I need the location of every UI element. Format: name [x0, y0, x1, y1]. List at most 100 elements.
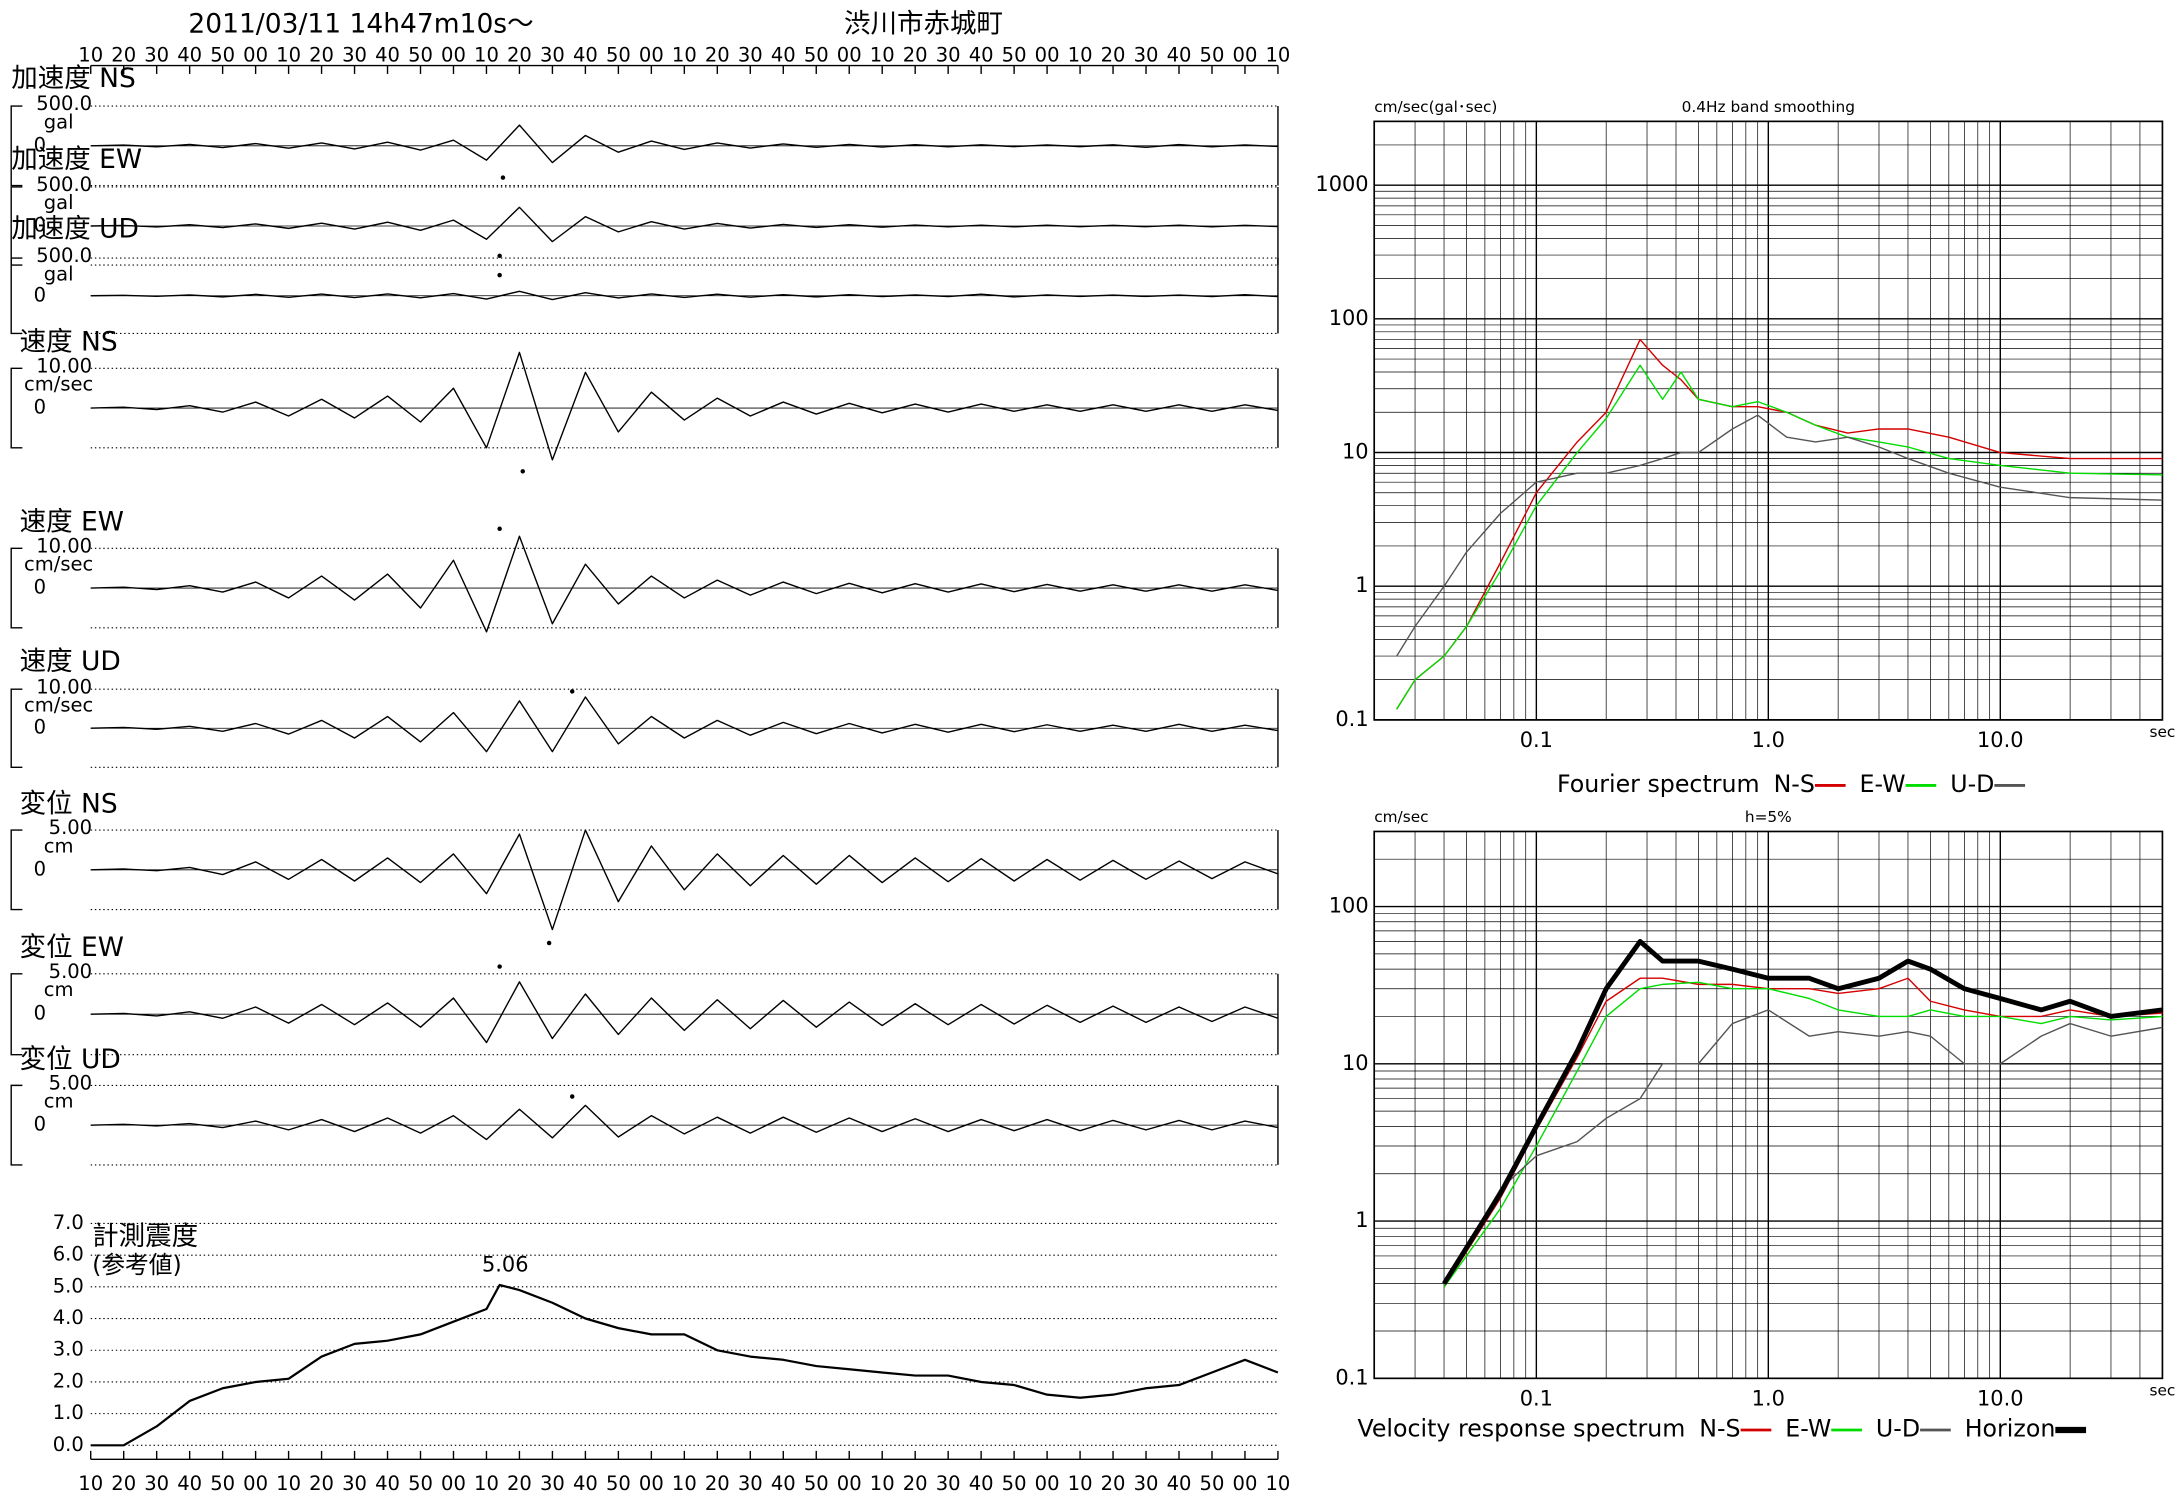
y-tick-label: 0 — [34, 214, 46, 237]
unit-label: cm — [44, 1090, 74, 1113]
panel-bracket — [10, 973, 23, 1056]
x-tick-label: 20 — [1101, 43, 1126, 66]
x-tick-label: 40 — [177, 1472, 202, 1495]
trace — [90, 1283, 1279, 1447]
unit-label: cm/sec — [24, 373, 93, 396]
x-tick-label: 20 — [705, 1472, 730, 1495]
x-tick-label: 00 — [243, 43, 268, 66]
y-tick-label: 5.0 — [53, 1274, 84, 1297]
peak-marker — [569, 689, 575, 694]
y-tick-label: 7.0 — [53, 1211, 84, 1234]
x-tick-label: 40 — [1167, 1472, 1192, 1495]
plot-frame — [1373, 120, 2164, 721]
series-line — [1443, 981, 2163, 1288]
x-tick-label: 40 — [771, 43, 796, 66]
peak-label: 5.06 — [482, 1252, 529, 1276]
x-tick-label: 50 — [1002, 1472, 1027, 1495]
x-tick-label: 30 — [1134, 43, 1159, 66]
x-tick-label: 00 — [441, 1472, 466, 1495]
x-tick-label: 10 — [276, 1472, 301, 1495]
peak-marker — [546, 940, 552, 946]
x-tick-label: 20 — [903, 43, 928, 66]
x-tick-label: 10 — [870, 1472, 895, 1495]
y-tick-label: 0 — [34, 1113, 46, 1136]
x-tick-label: 50 — [606, 1472, 631, 1495]
x-tick-label: 10 — [474, 1472, 499, 1495]
unit-label: cm/sec — [24, 693, 93, 716]
x-tick-label: 10 — [1068, 1472, 1093, 1495]
legend-label: U-D — [1950, 770, 1994, 798]
x-tick-label: 30 — [936, 1472, 961, 1495]
x-tick-label: 00 — [639, 1472, 664, 1495]
x-tick-label: 30 — [144, 43, 169, 66]
x-tick-label: 50 — [804, 43, 829, 66]
x-tick-label: 50 — [804, 1472, 829, 1495]
x-tick-label: 00 — [441, 43, 466, 66]
x-tick-label: 00 — [243, 1472, 268, 1495]
x-tick-label: 40 — [573, 43, 598, 66]
panel-bracket — [10, 105, 23, 187]
y-tick-label: 0 — [34, 857, 46, 880]
x-tick-label: 1.0 — [1752, 728, 1785, 752]
panel-bracket — [10, 186, 23, 266]
x-tick-label: 20 — [309, 1472, 334, 1495]
x-tick-label: 10 — [1266, 1472, 1291, 1495]
x-tick-label: 30 — [342, 1472, 367, 1495]
trace — [90, 351, 1279, 461]
x-axis-label: sec — [2149, 723, 2175, 741]
y-tick-label: 100 — [1329, 894, 1369, 918]
panel-title: 変位 UD — [20, 1044, 121, 1075]
x-tick-label: 50 — [408, 1472, 433, 1495]
x-tick-label: 10.0 — [1977, 1386, 2024, 1410]
x-tick-label: 20 — [111, 1472, 136, 1495]
x-tick-label: 10 — [78, 43, 103, 66]
x-tick-label: 30 — [144, 1472, 169, 1495]
y-tick-label: 0.1 — [1335, 707, 1368, 731]
x-tick-label: 50 — [1200, 43, 1225, 66]
x-tick-label: 10.0 — [1977, 728, 2024, 752]
y-axis-label: cm/sec — [1374, 808, 1428, 826]
y-tick-label: 500.0 — [36, 173, 92, 196]
unit-label: gal — [44, 110, 74, 133]
y-tick-label: 10.00 — [36, 534, 92, 557]
series-line — [1443, 977, 2163, 1288]
y-tick-label: 0 — [34, 716, 46, 739]
panel-title: 速度 EW — [20, 507, 124, 538]
x-tick-label: 10 — [276, 43, 301, 66]
x-tick-label: 20 — [111, 43, 136, 66]
peak-marker — [520, 469, 525, 474]
x-tick-label: 30 — [936, 43, 961, 66]
plot-title: 0.4Hz band smoothing — [1682, 98, 1855, 116]
x-tick-label: 10 — [672, 43, 697, 66]
y-tick-label: 5.00 — [49, 816, 92, 839]
unit-label: cm/sec — [24, 553, 93, 576]
x-tick-label: 00 — [1035, 43, 1060, 66]
x-tick-label: 40 — [375, 43, 400, 66]
x-tick-label: 00 — [1233, 1472, 1258, 1495]
x-tick-label: 10 — [1068, 43, 1093, 66]
y-tick-label: 2.0 — [53, 1369, 84, 1392]
x-tick-label: 20 — [507, 1472, 532, 1495]
panel-title: 速度 UD — [20, 646, 121, 677]
x-tick-label: 40 — [375, 1472, 400, 1495]
series-line — [1396, 414, 2163, 657]
trace — [90, 206, 1278, 243]
plot-frame — [1373, 830, 2164, 1380]
panel-bracket — [10, 367, 23, 449]
x-tick-label: 10 — [870, 43, 895, 66]
unit-label: gal — [44, 191, 74, 214]
legend-caption: Velocity response spectrum — [1357, 1414, 1685, 1442]
y-tick-label: 0 — [34, 396, 46, 419]
y-tick-label: 0 — [34, 133, 46, 156]
x-tick-label: 0.1 — [1520, 1386, 1553, 1410]
y-tick-label: 10.00 — [36, 354, 92, 377]
y-tick-label: 5.00 — [49, 960, 92, 983]
x-tick-label: 20 — [1101, 1472, 1126, 1495]
x-tick-label: 20 — [507, 43, 532, 66]
panel-subtitle: (参考値) — [92, 1251, 182, 1279]
y-axis-label: cm/sec(gal･sec) — [1374, 98, 1497, 116]
peak-marker — [569, 1094, 575, 1099]
x-axis-label: sec — [2149, 1381, 2175, 1399]
unit-label: gal — [44, 262, 74, 285]
